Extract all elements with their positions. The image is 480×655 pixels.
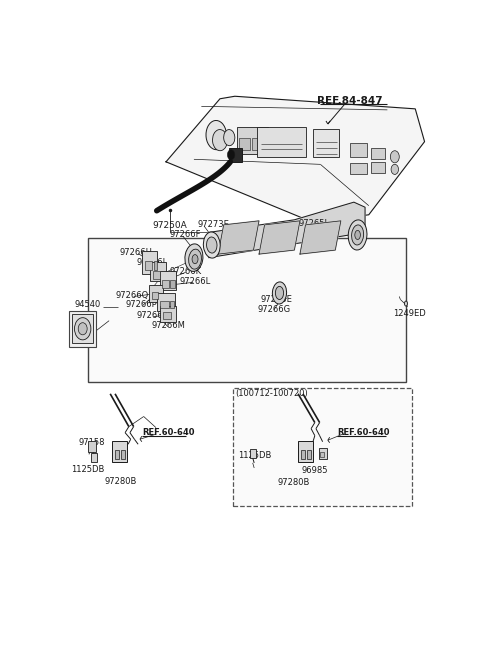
Text: 94540: 94540 <box>75 299 101 309</box>
Bar <box>88 441 96 452</box>
Text: 97273E: 97273E <box>261 295 293 304</box>
Circle shape <box>74 318 91 340</box>
Bar <box>300 450 305 459</box>
Ellipse shape <box>204 232 220 258</box>
Text: 97280B: 97280B <box>277 477 310 487</box>
Text: 97273E: 97273E <box>198 220 229 229</box>
Bar <box>69 310 96 347</box>
Ellipse shape <box>351 225 364 245</box>
Bar <box>298 441 313 462</box>
Ellipse shape <box>272 282 287 304</box>
Bar <box>145 261 152 271</box>
Text: REF.84-847: REF.84-847 <box>317 96 383 106</box>
Polygon shape <box>300 221 341 254</box>
Bar <box>257 126 305 157</box>
Text: 1125DB: 1125DB <box>238 451 271 460</box>
Text: 97266F: 97266F <box>170 231 201 240</box>
Text: 96985: 96985 <box>302 466 328 476</box>
Bar <box>229 147 242 162</box>
Text: 97266J: 97266J <box>136 258 166 267</box>
Text: 97266H: 97266H <box>120 248 153 257</box>
Bar <box>154 261 156 271</box>
Text: 97266M: 97266M <box>151 321 185 330</box>
Bar <box>162 280 169 288</box>
Bar <box>91 453 97 462</box>
Circle shape <box>390 151 399 163</box>
Polygon shape <box>209 202 365 257</box>
Ellipse shape <box>206 121 227 150</box>
Bar <box>160 271 177 290</box>
Bar <box>319 448 327 459</box>
Ellipse shape <box>405 301 408 306</box>
Ellipse shape <box>355 231 360 240</box>
Text: 97250A: 97250A <box>152 221 187 231</box>
Bar <box>350 143 367 157</box>
Text: REF.60-640: REF.60-640 <box>142 428 194 437</box>
Circle shape <box>228 150 235 160</box>
Bar <box>153 271 160 279</box>
Bar <box>350 163 367 174</box>
Bar <box>321 452 324 457</box>
Circle shape <box>391 164 398 174</box>
Bar <box>371 148 385 159</box>
Text: 97280B: 97280B <box>105 477 137 485</box>
Bar <box>371 162 385 174</box>
Bar <box>237 126 268 155</box>
Ellipse shape <box>192 255 198 264</box>
Text: 97266Q: 97266Q <box>116 291 149 300</box>
Text: 97266G: 97266G <box>257 305 290 314</box>
Bar <box>160 305 177 322</box>
Bar <box>307 450 311 459</box>
Text: 97266N: 97266N <box>136 311 169 320</box>
Bar <box>120 450 125 459</box>
Circle shape <box>78 323 87 335</box>
Ellipse shape <box>348 220 367 250</box>
Bar <box>239 138 250 150</box>
Bar <box>157 293 175 310</box>
Bar <box>88 238 406 383</box>
Bar <box>152 292 158 299</box>
Bar <box>142 251 157 274</box>
Text: 1125DB: 1125DB <box>71 465 105 474</box>
Text: 97266L: 97266L <box>179 277 210 286</box>
Ellipse shape <box>213 130 228 151</box>
Bar <box>252 138 263 150</box>
Bar <box>170 301 174 308</box>
Text: 97158: 97158 <box>79 438 105 447</box>
Ellipse shape <box>206 237 217 253</box>
Ellipse shape <box>276 286 284 299</box>
Text: 97266P: 97266P <box>125 300 157 309</box>
Bar <box>163 312 171 319</box>
Polygon shape <box>166 96 424 222</box>
Ellipse shape <box>224 130 235 145</box>
Bar <box>115 450 119 459</box>
Text: 97266K: 97266K <box>170 267 202 276</box>
Bar <box>250 449 256 458</box>
Bar <box>149 286 163 301</box>
Polygon shape <box>259 221 300 254</box>
Bar <box>160 301 168 308</box>
Bar <box>150 262 166 282</box>
Polygon shape <box>218 221 259 254</box>
Text: REF.60-640: REF.60-640 <box>337 428 390 437</box>
Ellipse shape <box>185 244 203 271</box>
Text: 97265J: 97265J <box>298 219 327 229</box>
Bar <box>313 129 339 157</box>
Text: (100712-100720): (100712-100720) <box>235 389 308 398</box>
Bar <box>112 441 127 462</box>
Bar <box>233 388 411 506</box>
Text: 1249ED: 1249ED <box>393 309 426 318</box>
Ellipse shape <box>189 249 202 269</box>
Bar <box>72 314 93 343</box>
Bar <box>170 280 175 288</box>
